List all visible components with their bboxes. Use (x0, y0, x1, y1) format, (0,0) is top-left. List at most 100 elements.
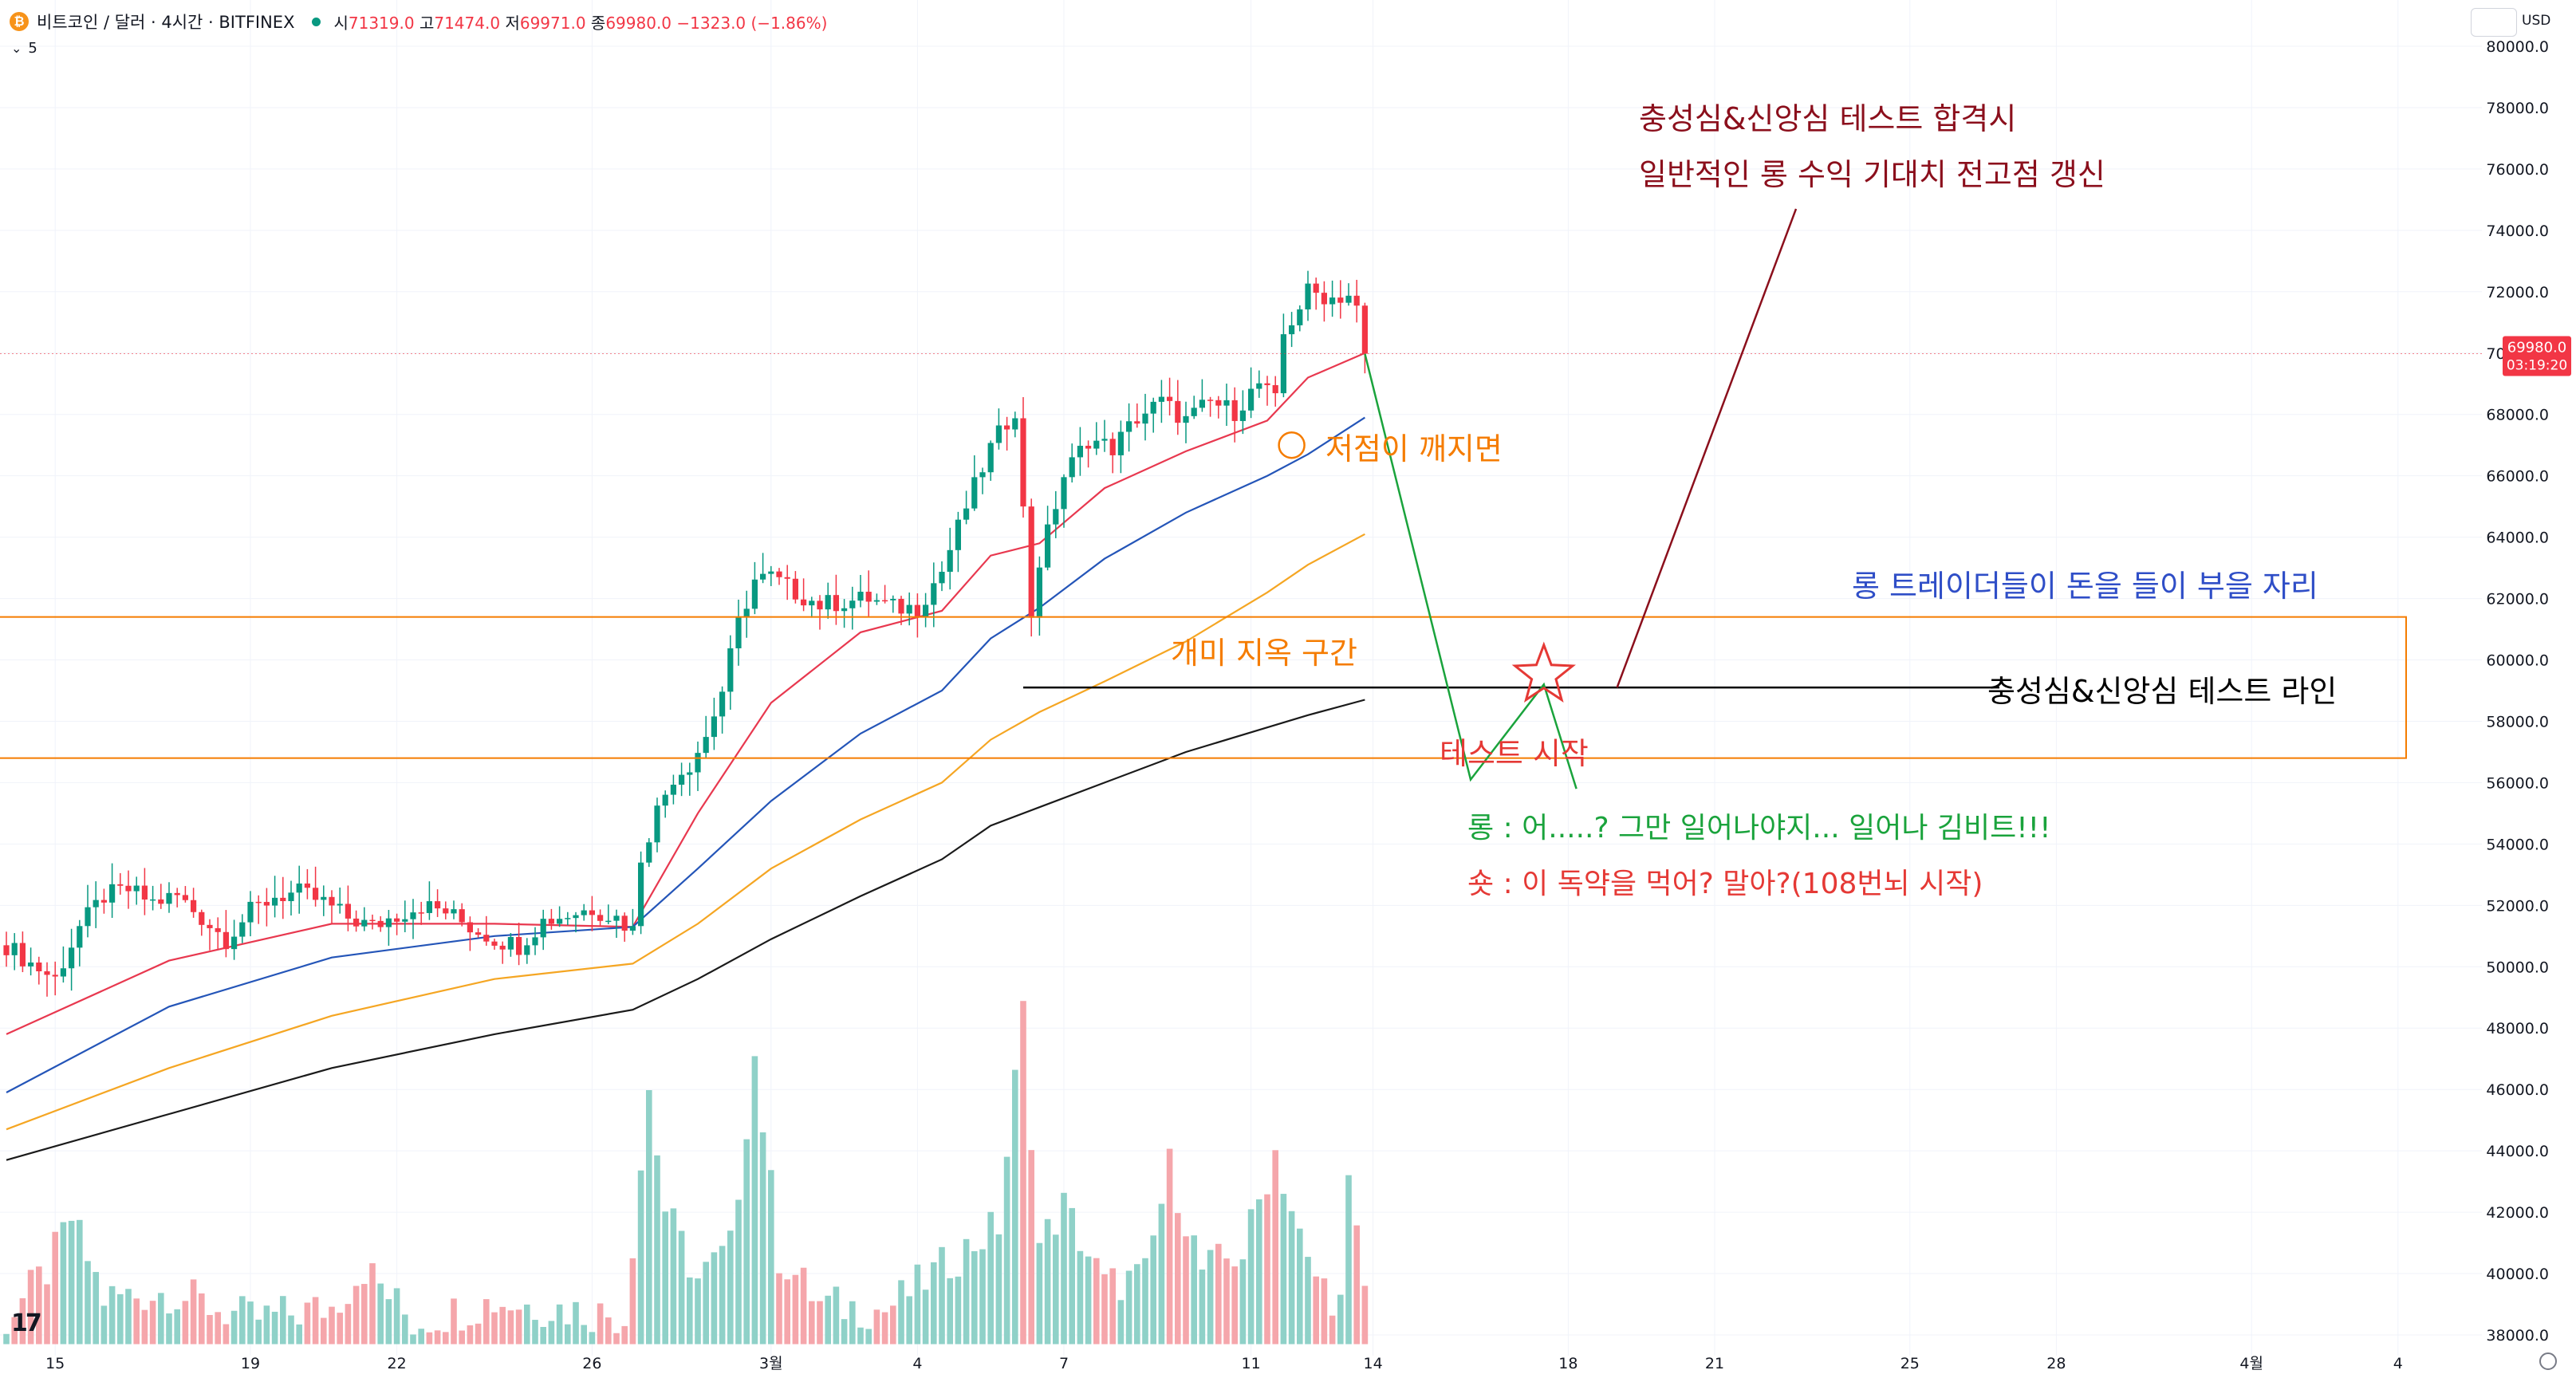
volume-bar (182, 1301, 189, 1345)
candle-body (1321, 293, 1327, 305)
layout-toggle-button[interactable] (2471, 8, 2517, 37)
volume-bar (1297, 1228, 1303, 1345)
settings-gear-icon[interactable] (2539, 1352, 2557, 1370)
candle-body (687, 772, 693, 775)
tradingview-logo-icon[interactable]: 17 (11, 1309, 42, 1337)
candle-body (69, 947, 75, 969)
volume-bar (1069, 1207, 1075, 1345)
candle-body (109, 884, 116, 903)
time-tick-label: 4 (912, 1355, 922, 1372)
volume-bar (1361, 1285, 1369, 1345)
candle-body (801, 599, 807, 606)
candle-body (857, 592, 864, 601)
volume-bar (426, 1332, 433, 1345)
volume-bar (1321, 1278, 1328, 1345)
time-tick-label: 4 (2393, 1355, 2403, 1372)
candle-body (1004, 425, 1010, 430)
volume-bar (556, 1304, 563, 1345)
candle-body (1337, 297, 1344, 303)
volume-bar (565, 1324, 571, 1345)
price-tick-label: 68000.0 (2486, 407, 2549, 424)
candle-body (654, 805, 660, 843)
currency-label[interactable]: USD (2522, 13, 2551, 29)
time-axis[interactable]: 15 19 22 26 3월 4 7 11 14 18 21 25 28 4월 4 (45, 1355, 2403, 1372)
candle-body (353, 918, 360, 927)
candle-body (377, 920, 384, 927)
candle-body (288, 892, 294, 901)
candle-body (1223, 400, 1230, 406)
candle-body (743, 608, 750, 617)
volume-bar (451, 1298, 457, 1345)
candle-body (499, 945, 506, 950)
volume-bar (353, 1285, 360, 1345)
candle-body (223, 931, 229, 950)
volume-bar (939, 1246, 945, 1345)
candle-body (784, 577, 790, 579)
volume-bar (1247, 1209, 1255, 1345)
candle-body (44, 971, 50, 975)
candle-body (1012, 418, 1018, 430)
time-tick-label: 21 (1705, 1355, 1724, 1372)
volume-bar (1353, 1225, 1360, 1345)
price-axis[interactable]: 38000.0 40000.0 42000.0 44000.0 46000.0 48000… (0, 38, 2571, 1345)
volume-bar (890, 1305, 896, 1345)
candle-body (263, 902, 270, 906)
volume-bar (605, 1317, 612, 1345)
volume-bar (117, 1293, 124, 1345)
price-tick-label: 54000.0 (2486, 836, 2549, 853)
candle-body (191, 900, 197, 912)
price-tick-label: 52000.0 (2486, 897, 2549, 915)
candle-body (995, 425, 1002, 443)
volume-bar (581, 1325, 587, 1345)
volume-bar (1003, 1156, 1010, 1345)
time-tick-label: 28 (2046, 1355, 2066, 1372)
volume-bar (199, 1293, 205, 1345)
symbol-title[interactable]: 비트코인 / 달러 · 4시간 · BITFINEX (37, 13, 295, 32)
time-tick-label: 26 (582, 1355, 601, 1372)
volume-bar (230, 1310, 238, 1345)
top-note-line-1: 충성심&신앙심 테스트 합격시 (1639, 101, 2016, 136)
volume-bar (149, 1301, 156, 1345)
volume-bar (27, 1270, 34, 1345)
candle-body (955, 519, 961, 550)
volume-bar (573, 1301, 579, 1345)
candle-body (589, 910, 595, 915)
candle-body (817, 600, 823, 610)
candle-body (1191, 407, 1197, 416)
candle-body (524, 945, 530, 955)
candle-body (1053, 509, 1059, 525)
volume-bar (271, 1311, 278, 1345)
candle-body (369, 919, 376, 922)
time-tick-label: 3월 (759, 1355, 783, 1372)
volume-bar (1313, 1276, 1319, 1345)
candle-body (199, 911, 205, 925)
candle-body (239, 922, 246, 937)
volume-bar (987, 1211, 994, 1345)
candle-body (507, 937, 514, 950)
candle-body (1028, 506, 1034, 618)
candle-body (638, 862, 644, 927)
candle-body (882, 600, 888, 602)
volume-bar (670, 1208, 677, 1345)
candle-body (670, 784, 676, 795)
volume-bar (548, 1321, 555, 1345)
volume-bar (1077, 1250, 1084, 1345)
volume-bar (108, 1285, 116, 1345)
volume-bar (1191, 1235, 1197, 1345)
candle-body (475, 932, 482, 935)
volume-bar (809, 1301, 815, 1345)
volume-bar (768, 1170, 774, 1345)
volume-bar (507, 1310, 514, 1345)
chevron-down-icon: ⌄ (11, 40, 22, 56)
indicator-toggle[interactable]: ⌄ 5 (11, 37, 37, 59)
volume-bar (654, 1155, 660, 1345)
volume-bar (174, 1309, 180, 1345)
candle-body (931, 583, 937, 605)
candle-body (361, 919, 368, 927)
price-tick-label: 74000.0 (2486, 222, 2549, 240)
candle-body (1077, 446, 1083, 458)
green-projection-path (1364, 353, 1578, 789)
volume-bar (841, 1319, 848, 1345)
volume-bar (963, 1238, 970, 1345)
